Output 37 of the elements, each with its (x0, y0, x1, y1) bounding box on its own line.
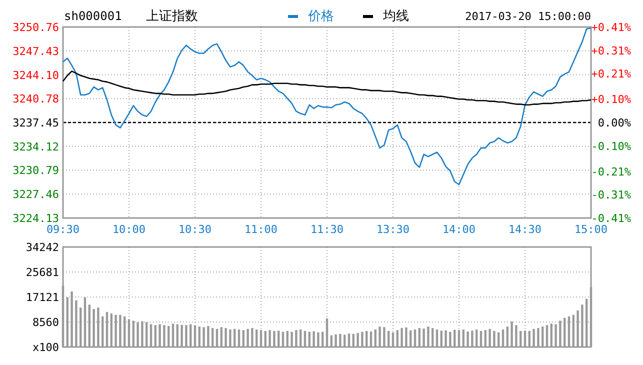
y2-tick-label: -0.10% (591, 140, 632, 153)
legend-label: 均线 (382, 9, 409, 24)
y-tick-label: 3237.45 (12, 116, 59, 130)
y-tick-label: x100 (32, 341, 59, 354)
chart-title: 上证指数 (146, 9, 198, 24)
y2-tick-label: +0.21% (591, 68, 632, 81)
text: 2017-03-20 15:00:00 (465, 10, 591, 23)
x-tick-label: 11:00 (244, 223, 278, 236)
y-tick-label: 3250.76 (12, 21, 59, 34)
x-tick-label: 14:30 (508, 223, 542, 236)
x-tick-label: 14:00 (442, 223, 476, 236)
y-tick-label: 3230.79 (12, 164, 59, 178)
x-tick-label: 10:00 (112, 223, 146, 236)
y-tick-label: 3240.78 (12, 92, 59, 106)
y-tick-label: 3234.12 (12, 140, 59, 154)
x-tick-label: 11:30 (310, 223, 344, 236)
y-tick-label: 3244.10 (12, 68, 59, 82)
y-tick-label: 3227.46 (12, 188, 59, 202)
y2-tick-label: -0.41% (591, 212, 632, 225)
x-tick-label: 15:00 (574, 223, 608, 236)
y-tick-label: 25681 (26, 266, 59, 279)
y-tick-label: 17121 (26, 291, 59, 304)
legend-label: 价格 (307, 9, 334, 24)
y-tick-label: 8560 (32, 316, 59, 329)
y2-tick-label: +0.31% (591, 44, 632, 58)
y2-tick-label: 0.00% (598, 116, 632, 130)
y2-tick-label: +0.41% (591, 21, 632, 34)
y-tick-label: 3247.43 (12, 44, 59, 58)
x-tick-label: 09:30 (46, 223, 80, 236)
y-tick-label: 34242 (26, 241, 59, 254)
chart-subtitle: sh000001 (64, 9, 122, 23)
y2-tick-label: +0.10% (591, 93, 632, 106)
y2-tick-label: -0.21% (591, 165, 632, 178)
y-tick-label: 3224.13 (12, 212, 59, 225)
x-tick-label: 10:30 (178, 223, 212, 236)
x-tick-label: 13:30 (376, 223, 410, 236)
y2-tick-label: -0.31% (591, 188, 632, 202)
